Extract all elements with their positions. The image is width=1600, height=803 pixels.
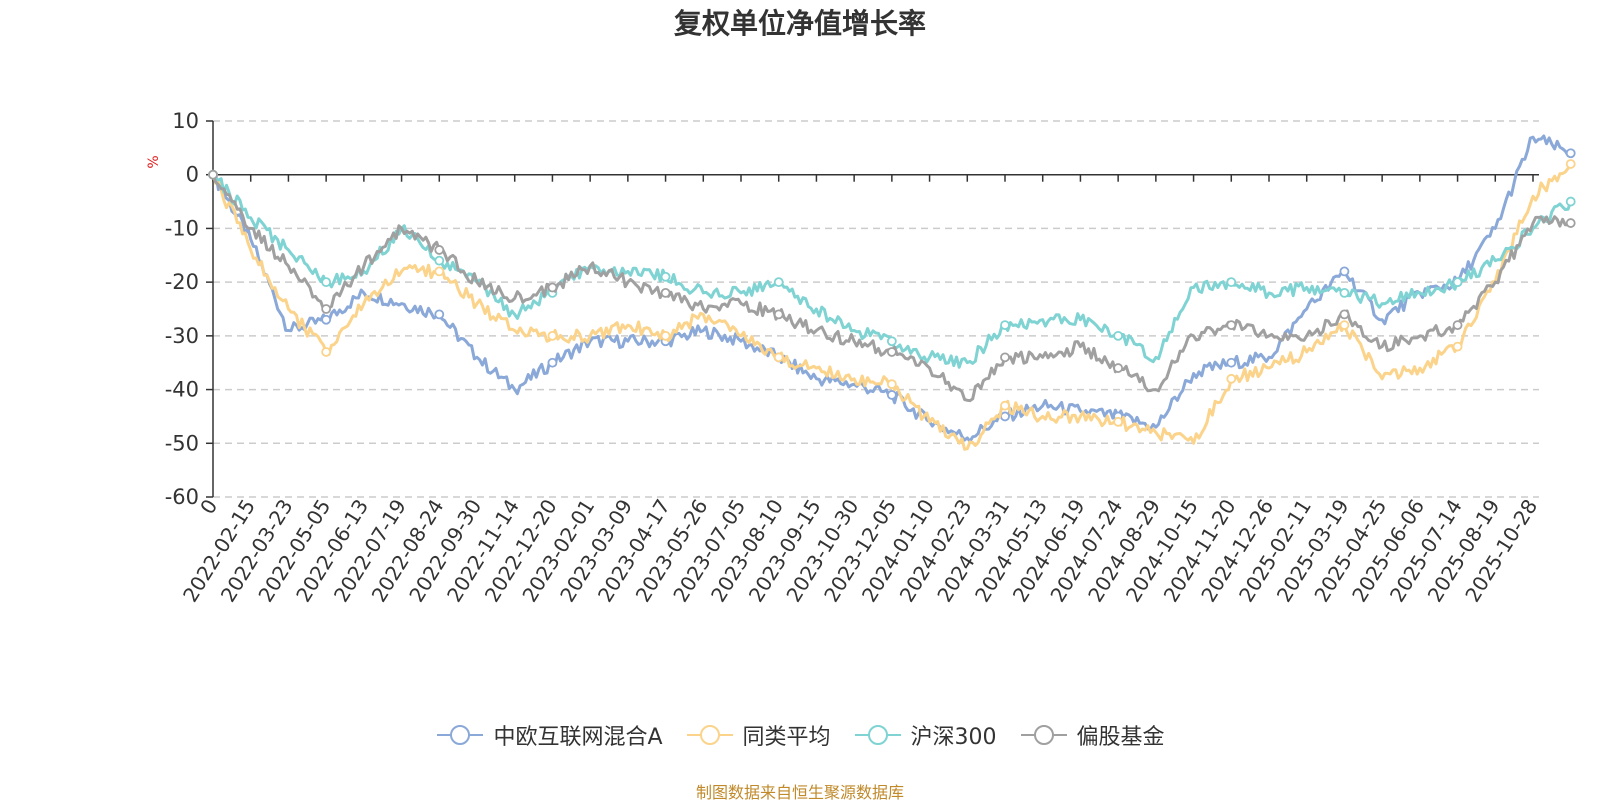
series-point[interactable] xyxy=(434,266,445,277)
series-point[interactable] xyxy=(321,304,332,314)
series-point[interactable] xyxy=(886,347,897,357)
series-point[interactable] xyxy=(886,390,897,400)
series-2[interactable] xyxy=(208,169,1576,369)
legend-label: 偏股基金 xyxy=(1076,725,1165,750)
y-tick-label: -30 xyxy=(165,324,199,348)
series-point[interactable] xyxy=(434,309,445,320)
series-point[interactable] xyxy=(1226,373,1237,384)
series-3[interactable] xyxy=(208,169,1576,403)
y-tick-label: 10 xyxy=(172,109,199,133)
y-tick-label: 0 xyxy=(186,163,199,187)
series-point[interactable] xyxy=(660,271,671,282)
series-point[interactable] xyxy=(1226,277,1237,288)
series-point[interactable] xyxy=(321,314,332,325)
series-point[interactable] xyxy=(886,336,897,347)
series-point[interactable] xyxy=(1226,320,1237,331)
legend-marker-icon xyxy=(437,725,484,745)
series-point[interactable] xyxy=(1452,277,1463,288)
series-point[interactable] xyxy=(660,287,671,298)
series-point[interactable] xyxy=(1000,411,1010,422)
series-point[interactable] xyxy=(1565,218,1576,228)
legend-item[interactable]: 中欧互联网混合A xyxy=(435,719,663,751)
legend-label: 中欧互联网混合A xyxy=(493,725,663,750)
series-point[interactable] xyxy=(660,330,671,341)
series-point[interactable] xyxy=(886,379,897,390)
series-point[interactable] xyxy=(434,245,445,255)
series-point[interactable] xyxy=(1000,320,1010,331)
y-tick-label: -20 xyxy=(165,270,199,294)
legend-marker-icon xyxy=(1020,725,1067,745)
series-point[interactable] xyxy=(1339,309,1350,320)
legend-label: 沪深300 xyxy=(910,725,997,750)
legend-item[interactable]: 偏股基金 xyxy=(1019,719,1165,751)
y-axis-label: % xyxy=(146,155,162,168)
legend: 中欧互联网混合A 同类平均 沪深300 偏股基金 xyxy=(0,720,1600,750)
y-tick-label: -40 xyxy=(165,378,199,402)
series-point[interactable] xyxy=(773,309,784,320)
series-point[interactable] xyxy=(1452,320,1463,331)
chart-title: 复权单位净值增长率 xyxy=(674,7,926,40)
series-point[interactable] xyxy=(208,169,218,180)
series-point[interactable] xyxy=(773,277,784,288)
series-point[interactable] xyxy=(547,330,558,341)
series-point[interactable] xyxy=(1452,341,1463,352)
legend-item[interactable]: 同类平均 xyxy=(685,719,831,751)
y-tick-label: -10 xyxy=(165,216,199,240)
series-point[interactable] xyxy=(1113,363,1124,373)
series-point[interactable] xyxy=(547,357,558,368)
legend-marker-icon xyxy=(854,725,901,745)
y-tick-label: -60 xyxy=(165,485,199,509)
series-point[interactable] xyxy=(1565,159,1576,169)
series-point[interactable] xyxy=(1339,320,1350,331)
series-point[interactable] xyxy=(321,277,332,288)
series-layer[interactable] xyxy=(208,134,1576,451)
legend-marker-icon xyxy=(686,725,733,745)
series-point[interactable] xyxy=(1226,357,1237,368)
series-point[interactable] xyxy=(1000,352,1010,363)
series-point[interactable] xyxy=(321,347,332,357)
source-note: 制图数据来自恒生聚源数据库 xyxy=(695,783,904,802)
legend-label: 同类平均 xyxy=(742,725,831,750)
series-point[interactable] xyxy=(773,352,784,363)
x-tick-label: 0 xyxy=(195,495,222,519)
axis-layer: 100-10-20-30-40-50-6002022-02-152022-03-… xyxy=(165,109,1543,606)
series-1[interactable] xyxy=(208,159,1576,451)
series-0[interactable] xyxy=(208,134,1576,443)
series-point[interactable] xyxy=(1000,400,1010,411)
series-point[interactable] xyxy=(1565,148,1576,159)
series-point[interactable] xyxy=(1113,416,1124,427)
series-point[interactable] xyxy=(547,282,558,293)
legend-item[interactable]: 沪深300 xyxy=(853,719,997,751)
series-point[interactable] xyxy=(1113,330,1124,341)
series-point[interactable] xyxy=(434,255,445,266)
series-point[interactable] xyxy=(1339,287,1350,298)
y-tick-label: -50 xyxy=(165,431,199,455)
series-point[interactable] xyxy=(1565,196,1576,207)
series-point[interactable] xyxy=(1339,266,1350,277)
series-line[interactable] xyxy=(211,174,1572,403)
